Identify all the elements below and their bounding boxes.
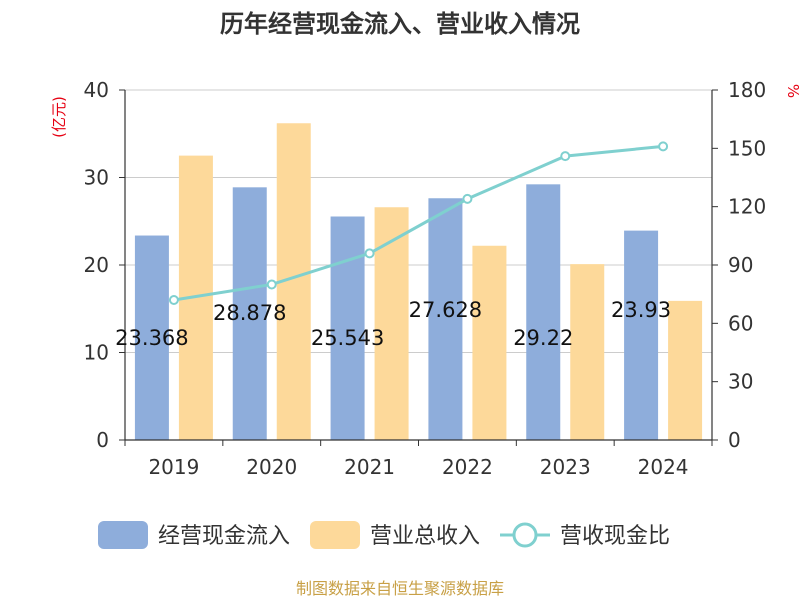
data-label-2020: 28.878 bbox=[213, 301, 286, 325]
bars-group bbox=[134, 123, 703, 440]
left-tick-label: 10 bbox=[84, 341, 109, 365]
right-tick-label: 0 bbox=[728, 428, 741, 452]
chart-title: 历年经营现金流入、营业收入情况 bbox=[220, 10, 580, 38]
legend: 经营现金流入 营业总收入 营收现金比 bbox=[98, 521, 670, 549]
bar-revenue-2024 bbox=[668, 300, 703, 440]
bar-revenue-2022 bbox=[472, 245, 507, 440]
bar-cash-inflow-2022 bbox=[428, 198, 463, 440]
data-labels-group: 23.368 28.878 25.543 27.628 29.22 23.93 bbox=[115, 298, 671, 350]
x-tick-label: 2024 bbox=[638, 455, 689, 479]
data-label-2021: 25.543 bbox=[311, 326, 384, 350]
x-tick-label: 2021 bbox=[344, 455, 395, 479]
x-tick-label: 2020 bbox=[246, 455, 297, 479]
ratio-point-2021 bbox=[364, 248, 375, 259]
axes-group: 0 10 20 30 40 0 30 60 90 120 150 180 2019 2020 2021 202… bbox=[84, 78, 767, 479]
right-tick-label: 30 bbox=[728, 370, 753, 394]
right-axis-unit: % bbox=[784, 84, 800, 98]
left-tick-label: 20 bbox=[84, 253, 109, 277]
bar-cash-inflow-2019 bbox=[134, 235, 169, 440]
right-tick-label: 90 bbox=[728, 253, 753, 277]
ratio-point-2019 bbox=[168, 295, 179, 305]
legend-label-0: 经营现金流入 bbox=[158, 524, 290, 549]
data-label-2024: 23.93 bbox=[611, 298, 671, 322]
ratio-line bbox=[173, 144, 664, 302]
x-tick-label: 2023 bbox=[540, 455, 591, 479]
bar-revenue-2023 bbox=[570, 264, 605, 440]
ratio-point-2022 bbox=[462, 193, 473, 204]
right-tick-label: 150 bbox=[728, 136, 766, 160]
legend-label-1: 营业总收入 bbox=[370, 524, 480, 549]
data-label-2023: 29.22 bbox=[513, 326, 573, 350]
legend-swatch-0 bbox=[98, 521, 148, 549]
legend-label-2: 营收现金比 bbox=[560, 524, 670, 549]
bar-cash-inflow-2020 bbox=[232, 187, 267, 440]
legend-marker bbox=[512, 522, 538, 548]
legend-swatch-1 bbox=[310, 521, 360, 549]
left-axis-unit: (亿元) bbox=[50, 96, 68, 138]
bar-cash-inflow-2024 bbox=[624, 230, 659, 440]
ratio-point-2024 bbox=[658, 141, 669, 152]
ratio-point-2020 bbox=[266, 279, 277, 290]
left-tick-label: 0 bbox=[96, 428, 109, 452]
bar-cash-inflow-2023 bbox=[526, 184, 561, 440]
source-note: 制图数据来自恒生聚源数据库 bbox=[296, 579, 504, 598]
right-tick-label: 120 bbox=[728, 195, 766, 219]
ratio-point-2023 bbox=[560, 151, 571, 162]
bar-cash-inflow-2021 bbox=[330, 216, 365, 440]
x-tick-label: 2019 bbox=[148, 455, 199, 479]
left-tick-label: 40 bbox=[84, 78, 109, 102]
right-tick-label: 60 bbox=[728, 311, 753, 335]
ratio-line-group bbox=[168, 141, 669, 305]
left-tick-label: 30 bbox=[84, 166, 109, 190]
right-tick-label: 180 bbox=[728, 78, 766, 102]
data-label-2019: 23.368 bbox=[115, 326, 188, 350]
x-tick-label: 2022 bbox=[442, 455, 493, 479]
gridlines bbox=[125, 89, 712, 353]
data-label-2022: 27.628 bbox=[409, 298, 482, 322]
